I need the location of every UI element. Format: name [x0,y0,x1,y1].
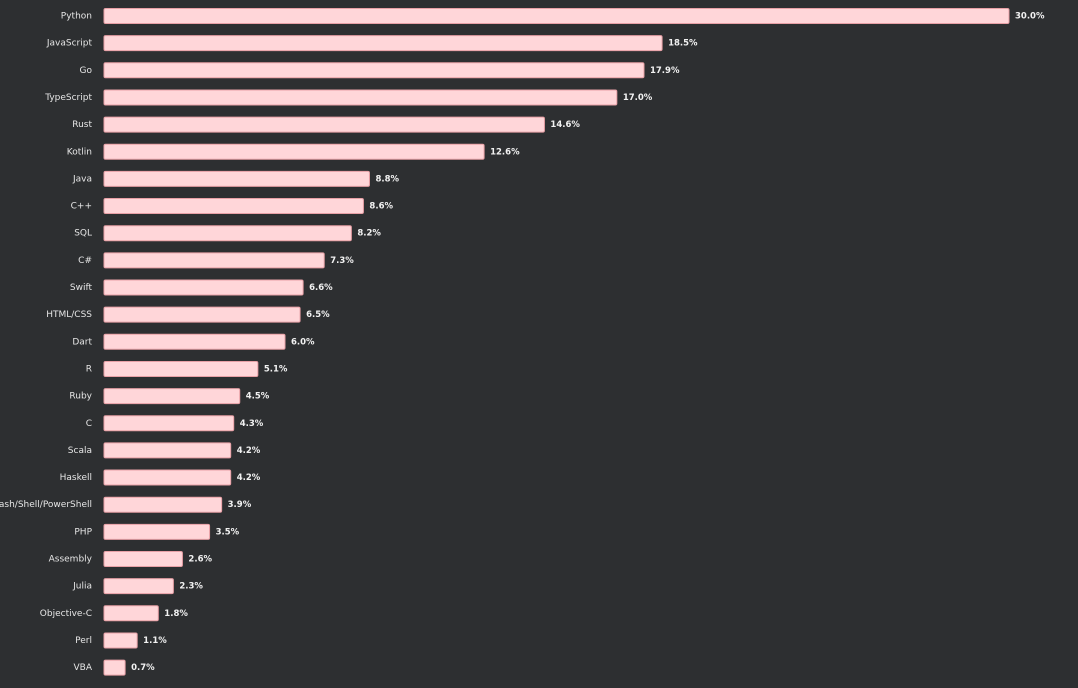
bar [103,198,364,215]
bar [103,360,259,377]
value-label: 18.5% [668,39,698,49]
bar [103,469,232,486]
bar [103,62,645,79]
value-label: 12.6% [490,147,520,157]
value-label: 6.6% [309,283,333,293]
bar [103,333,286,350]
category-label: R [86,364,92,374]
category-label: JavaScript [46,39,93,49]
value-label: 5.1% [264,364,288,374]
value-label: 17.9% [650,66,680,76]
category-label: Ruby [69,392,92,402]
value-label: 1.8% [164,609,188,619]
value-label: 0.7% [131,663,155,673]
value-label: 3.9% [228,500,252,510]
bar [103,605,159,622]
value-label: 4.5% [246,392,270,402]
value-label: 8.8% [375,174,399,184]
value-label: 6.0% [291,337,315,347]
category-label: VBA [74,663,93,673]
category-label: C++ [71,202,92,212]
bar [103,279,304,296]
category-label: C [86,419,92,429]
bar [103,306,301,323]
value-label: 4.2% [237,446,261,456]
value-label: 4.2% [237,473,261,483]
category-label: Python [61,12,92,22]
category-label: Rust [72,120,92,130]
bar [103,116,545,133]
value-label: 30.0% [1015,12,1045,22]
value-label: 2.3% [179,582,203,592]
value-label: 14.6% [550,120,580,130]
bar [103,551,183,567]
category-label: Julia [72,582,92,592]
category-label: TypeScript [44,93,92,103]
value-label: 8.6% [369,202,393,212]
value-label: 3.5% [216,527,240,537]
bar [103,252,325,269]
category-label: Go [80,66,93,76]
bar [103,632,138,649]
category-label: HTML/CSS [46,310,92,320]
bar [103,496,223,513]
category-label: Java [72,174,92,184]
value-label: 6.5% [306,310,330,320]
bar [103,523,211,540]
value-label: 17.0% [623,93,653,103]
category-label: Swift [70,283,93,293]
category-label: Haskell [60,473,92,483]
bar [103,388,241,405]
category-label: C# [78,256,92,266]
bar [103,442,232,459]
category-label: Objective-C [40,609,92,619]
bar [103,659,126,676]
category-label: PHP [74,527,92,537]
value-label: 7.3% [330,256,354,266]
category-label: Kotlin [67,147,92,157]
bar [103,35,663,52]
bar [103,415,235,432]
value-label: 8.2% [357,229,381,239]
bar [103,143,485,160]
bar [103,170,370,187]
category-label: Perl [75,636,92,646]
bar [103,89,618,106]
category-label: SQL [74,229,92,239]
value-label: 4.3% [240,419,264,429]
category-label: Dart [72,337,92,347]
category-label: Bash/Shell/PowerShell [0,500,92,510]
bar [103,578,174,595]
bar [103,225,352,242]
bar [103,8,1010,24]
value-label: 1.1% [143,636,167,646]
value-label: 2.6% [188,555,212,565]
category-label: Scala [68,446,92,456]
category-label: Assembly [49,555,93,565]
